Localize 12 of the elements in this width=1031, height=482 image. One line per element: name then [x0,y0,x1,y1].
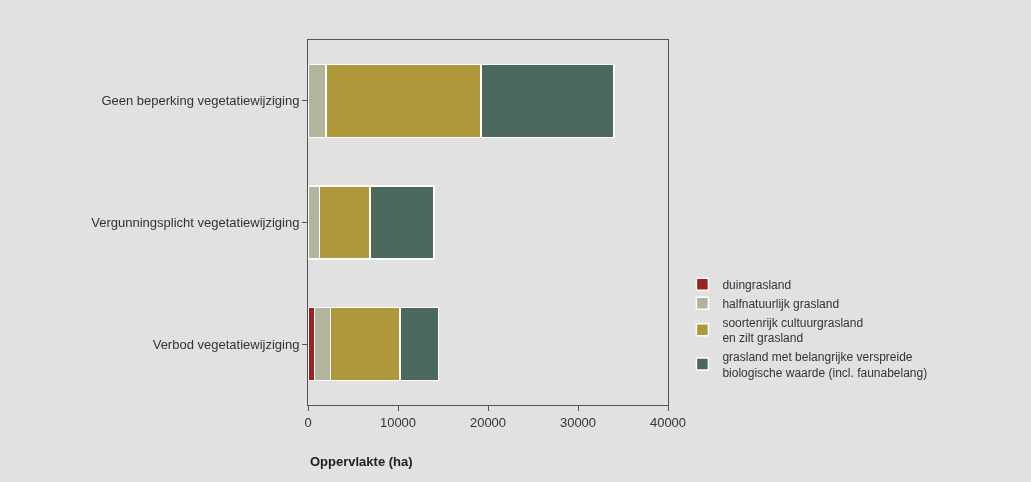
y-tick-label: Vergunningsplicht vegetatiewijziging [91,215,300,231]
y-tick-label: Geen beperking vegetatiewijziging [101,93,300,109]
legend-label: duingrasland [722,277,792,292]
x-tick-label: 30000 [559,414,597,430]
x-axis-title: Oppervlakte (ha) [310,454,413,469]
x-tick-label: 40000 [649,414,687,430]
y-tick-label: Verbod vegetatiewijziging [152,336,300,352]
x-tick-label: 0 [304,414,312,430]
x-tick-label: 10000 [379,414,417,430]
legend-label: grasland met belangrijke verspreide biologische waarde (incl. faunabelang) [722,349,928,380]
x-tick-label: 20000 [469,414,507,430]
legend-label: halfnatuurlijk grasland [722,296,840,311]
